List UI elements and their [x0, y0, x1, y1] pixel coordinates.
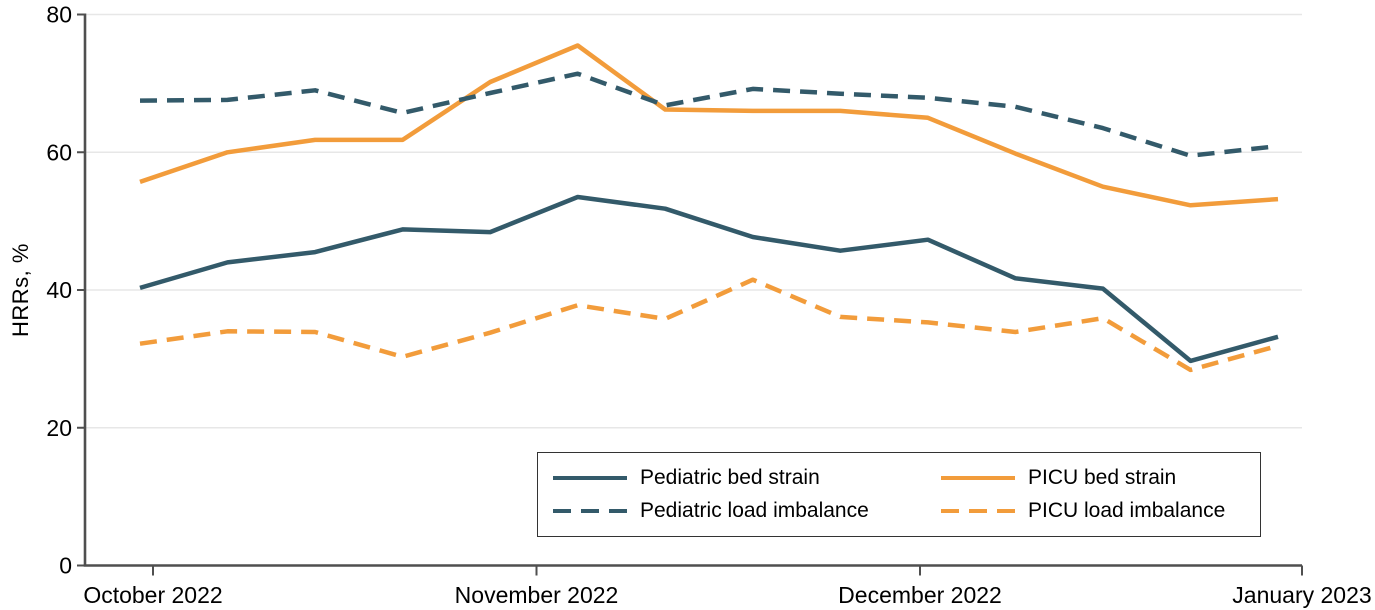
legend-box: Pediatric bed strain PICU bed strain Ped…: [537, 452, 1261, 537]
series-line-picu-load-imbalance: [139, 277, 1279, 373]
series-line-picu-bed-strain: [139, 43, 1279, 208]
y-tick-label: 20: [46, 415, 72, 441]
legend-label: PICU bed strain: [1028, 466, 1177, 489]
legend-swatch-solid-orange: [941, 475, 1015, 481]
y-tick-label: 0: [59, 553, 72, 579]
legend-swatch-dashed-orange: [941, 508, 1015, 514]
legend-item-pediatric-load-imbalance: Pediatric load imbalance: [553, 499, 941, 523]
y-tick-label: 60: [46, 139, 72, 165]
legend-item-pediatric-bed-strain: Pediatric bed strain: [553, 466, 941, 490]
x-tick-label: October 2022: [83, 582, 222, 608]
series-line-pediatric-bed-strain: [139, 194, 1279, 364]
series-line-pediatric-load-imbalance: [139, 71, 1279, 158]
x-tick-label: November 2022: [455, 582, 619, 608]
legend-label: Pediatric bed strain: [640, 466, 820, 489]
legend-swatch-solid-teal: [553, 475, 627, 481]
legend-item-picu-bed-strain: PICU bed strain: [941, 466, 1260, 490]
x-tick-label: January 2023: [1232, 582, 1371, 608]
legend-label: Pediatric load imbalance: [640, 499, 869, 522]
legend-item-picu-load-imbalance: PICU load imbalance: [941, 499, 1260, 523]
legend-label: PICU load imbalance: [1028, 499, 1226, 522]
y-axis-title: HRRs, %: [8, 243, 33, 337]
y-tick-label: 80: [46, 2, 72, 28]
legend-swatch-dashed-teal: [553, 508, 627, 514]
y-tick-label: 40: [46, 277, 72, 303]
x-tick-label: December 2022: [838, 582, 1002, 608]
